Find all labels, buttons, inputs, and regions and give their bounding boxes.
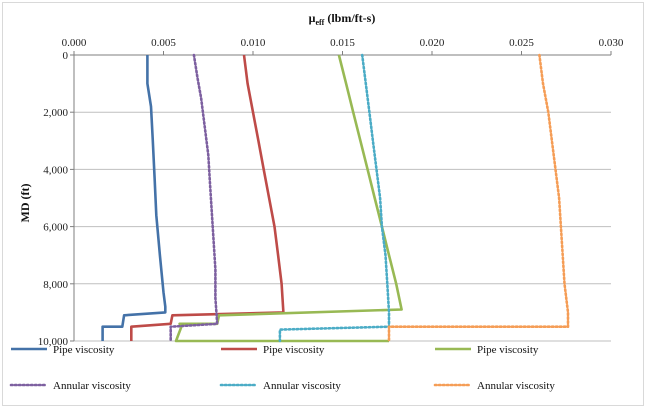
x-tick-labels: 0.000 0.005 0.010 0.015 0.020 0.025 0.030 xyxy=(62,37,624,49)
x-tick-label: 0.000 xyxy=(62,37,87,49)
x-axis-title: μeff (lbm/ft-s) xyxy=(309,11,376,27)
series-line-2 xyxy=(174,54,403,343)
x-tick-label: 0.020 xyxy=(420,37,445,49)
legend-label-2: Pipe viscosity xyxy=(477,344,539,356)
effective-viscosity-chart: μeff (lbm/ft-s) MD (ft) 0.000 0.005 0.010 0… xyxy=(9,11,624,392)
legend-label-0: Pipe viscosity xyxy=(53,344,115,356)
legend-label-1: Pipe viscosity xyxy=(263,344,325,356)
x-tick-label: 0.030 xyxy=(599,37,624,49)
y-tick-label: 6,000 xyxy=(43,222,68,234)
y-tick-label: 10,000 xyxy=(38,336,69,348)
legend-label-4: Annular viscosity xyxy=(263,380,341,392)
x-tick-label: 0.015 xyxy=(330,37,355,49)
y-tick-label: 4,000 xyxy=(43,164,68,176)
series-line-3 xyxy=(169,53,219,343)
legend-label-5: Annular viscosity xyxy=(477,380,555,392)
x-tick-label: 0.005 xyxy=(151,37,176,49)
series-line-4 xyxy=(278,53,391,343)
legend-label-3: Annular viscosity xyxy=(53,380,131,392)
y-axis-title: MD (ft) xyxy=(18,184,32,223)
series-layer xyxy=(101,53,570,343)
legend: Pipe viscosity Pipe viscosity Pipe viscosi… xyxy=(9,344,555,392)
y-tick-label: 8,000 xyxy=(43,279,68,291)
x-tick-label: 0.025 xyxy=(509,37,534,49)
series-line-1 xyxy=(130,54,285,341)
y-tick-labels: 0 2,000 4,000 6,000 8,000 10,000 xyxy=(38,50,69,348)
y-tick-label: 2,000 xyxy=(43,107,68,119)
series-line-5 xyxy=(387,53,570,343)
x-tick-label: 0.010 xyxy=(241,37,266,49)
axes xyxy=(70,51,612,342)
y-tick-label: 0 xyxy=(63,50,69,62)
series-line-0 xyxy=(101,55,167,341)
chart-frame: μeff (lbm/ft-s) MD (ft) 0.000 0.005 0.010 0… xyxy=(2,2,644,406)
